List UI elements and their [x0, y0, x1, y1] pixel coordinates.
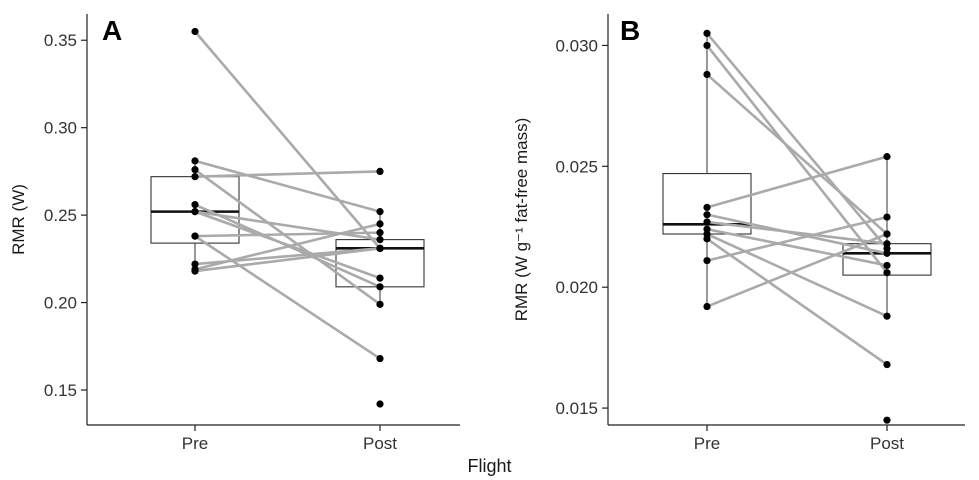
y-tick-label: 0.020 [555, 278, 598, 297]
x-tick-label: Pre [694, 434, 720, 453]
point-pre [191, 208, 199, 216]
pair-line [194, 222, 381, 271]
point-post [376, 354, 384, 363]
point-post [376, 300, 384, 308]
y-tick-label: 0.030 [555, 36, 598, 55]
point-post [883, 261, 891, 270]
panel-b: 0.015 0.020 0.025 0.030 Pre Post RMR (W g⁻¹ fa… [512, 14, 965, 453]
point-post [376, 283, 384, 291]
point-post [883, 360, 891, 369]
x-axis-title: Flight [467, 456, 512, 476]
point-pre [703, 211, 711, 219]
pair-line [706, 237, 888, 366]
point-post [376, 208, 384, 216]
point-post [376, 167, 384, 176]
y-axis-title: RMR (W g⁻¹ fat-free mass) [512, 118, 531, 322]
y-tick-label: 0.015 [555, 399, 598, 418]
point-pre [703, 29, 711, 37]
point-pre [191, 201, 199, 209]
point-pre [191, 267, 199, 275]
y-tick-label: 0.20 [44, 294, 77, 313]
y-tick-label: 0.025 [555, 157, 598, 176]
point-pre [703, 235, 711, 243]
x-tick-label: Post [363, 434, 397, 453]
point-pre [191, 260, 199, 268]
panel-a: 0.15 0.20 0.25 0.30 0.35 Pre Post RMR (W) A [9, 14, 460, 453]
pair-line [194, 231, 381, 238]
y-tick-label: 0.25 [44, 206, 77, 225]
point-post [376, 274, 384, 282]
point-post [883, 153, 891, 161]
pair-line [706, 32, 888, 250]
point-post [883, 213, 891, 221]
pair-line [706, 232, 888, 308]
point-outlier [883, 416, 891, 424]
pair-line [706, 220, 888, 245]
point-post [883, 269, 891, 277]
point-post [376, 244, 384, 252]
pair-line [194, 159, 381, 213]
panel-label: A [102, 15, 122, 46]
point-pre [191, 166, 199, 174]
pair-line [706, 73, 888, 235]
panel-label: B [620, 15, 640, 46]
pair-line [706, 155, 888, 209]
point-pre [703, 302, 711, 311]
pair-line [706, 232, 888, 318]
y-axis-title: RMR (W) [9, 184, 28, 255]
point-pre [191, 157, 199, 165]
point-pre [191, 27, 199, 36]
point-post [376, 229, 384, 237]
pair-line [706, 227, 888, 267]
point-post [376, 220, 384, 228]
point-post [883, 240, 891, 248]
pair-line [194, 170, 381, 178]
point-pre [191, 232, 199, 240]
point-post [883, 230, 891, 238]
pair-line [194, 168, 381, 306]
pair-line [194, 210, 381, 280]
x-tick-label: Post [870, 434, 904, 453]
point-post [883, 312, 891, 320]
pair-line [194, 235, 381, 360]
point-pre [703, 203, 711, 212]
point-post [376, 236, 384, 244]
point-pre [703, 70, 711, 79]
pair-line [194, 247, 381, 273]
y-tick-label: 0.35 [44, 31, 77, 50]
point-pre [703, 41, 711, 50]
pair-line [705, 44, 889, 274]
pair-line [706, 215, 888, 262]
point-pre [703, 257, 711, 265]
x-tick-label: Pre [182, 434, 208, 453]
point-outlier [376, 400, 384, 408]
y-tick-label: 0.30 [44, 119, 77, 138]
point-pre [191, 173, 199, 181]
pair-line [194, 210, 381, 241]
point-pre [703, 218, 711, 226]
pair-line [194, 30, 381, 250]
y-tick-label: 0.15 [44, 381, 77, 400]
point-post [883, 249, 891, 257]
